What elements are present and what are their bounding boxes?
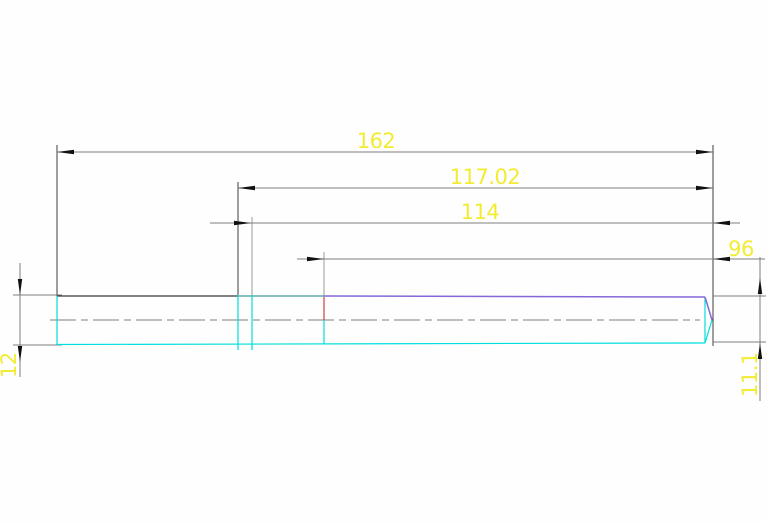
arrow-12-bottom-icon bbox=[17, 346, 23, 362]
dim-text-11-1[interactable]: 11.1 bbox=[738, 352, 762, 397]
arrow-117-right-icon bbox=[696, 185, 713, 191]
dim-text-12[interactable]: 12 bbox=[0, 352, 21, 378]
dimension-right-height: 11.1 bbox=[713, 257, 766, 401]
dimension-left-height: 12 bbox=[0, 263, 62, 378]
dim-text-114[interactable]: 114 bbox=[461, 200, 500, 224]
arrow-162-left-icon bbox=[57, 149, 74, 155]
dim-text-117-02[interactable]: 117.02 bbox=[450, 165, 521, 189]
shaft-chamfer-top-edge[interactable] bbox=[704, 296, 713, 321]
shaft-geometry bbox=[50, 295, 713, 350]
dimension-117-02: 117.02 bbox=[238, 165, 713, 191]
shaft-bottom-edge[interactable] bbox=[56, 342, 706, 346]
arrow-11-1-top-icon bbox=[757, 278, 763, 294]
arrow-114-right-icon bbox=[713, 220, 730, 226]
dimension-114: 114 bbox=[210, 200, 740, 226]
extension-lines bbox=[56, 145, 714, 346]
dimension-total-length: 162 bbox=[57, 129, 713, 155]
arrow-117-left-icon bbox=[238, 185, 255, 191]
arrow-162-right-icon bbox=[696, 149, 713, 155]
arrow-114-left-icon bbox=[234, 220, 251, 226]
shaft-top-edge-right[interactable] bbox=[323, 295, 706, 298]
dim-text-96[interactable]: 96 bbox=[728, 237, 754, 261]
shaft-chamfer-bottom-edge[interactable] bbox=[704, 319, 713, 344]
dim-text-162[interactable]: 162 bbox=[357, 129, 396, 153]
arrow-12-top-icon bbox=[17, 279, 23, 295]
dimension-96: 96 bbox=[297, 237, 765, 262]
arrow-11-1-bottom-icon bbox=[757, 343, 763, 359]
arrow-96-right-icon bbox=[713, 256, 730, 262]
arrow-96-left-icon bbox=[307, 256, 324, 262]
